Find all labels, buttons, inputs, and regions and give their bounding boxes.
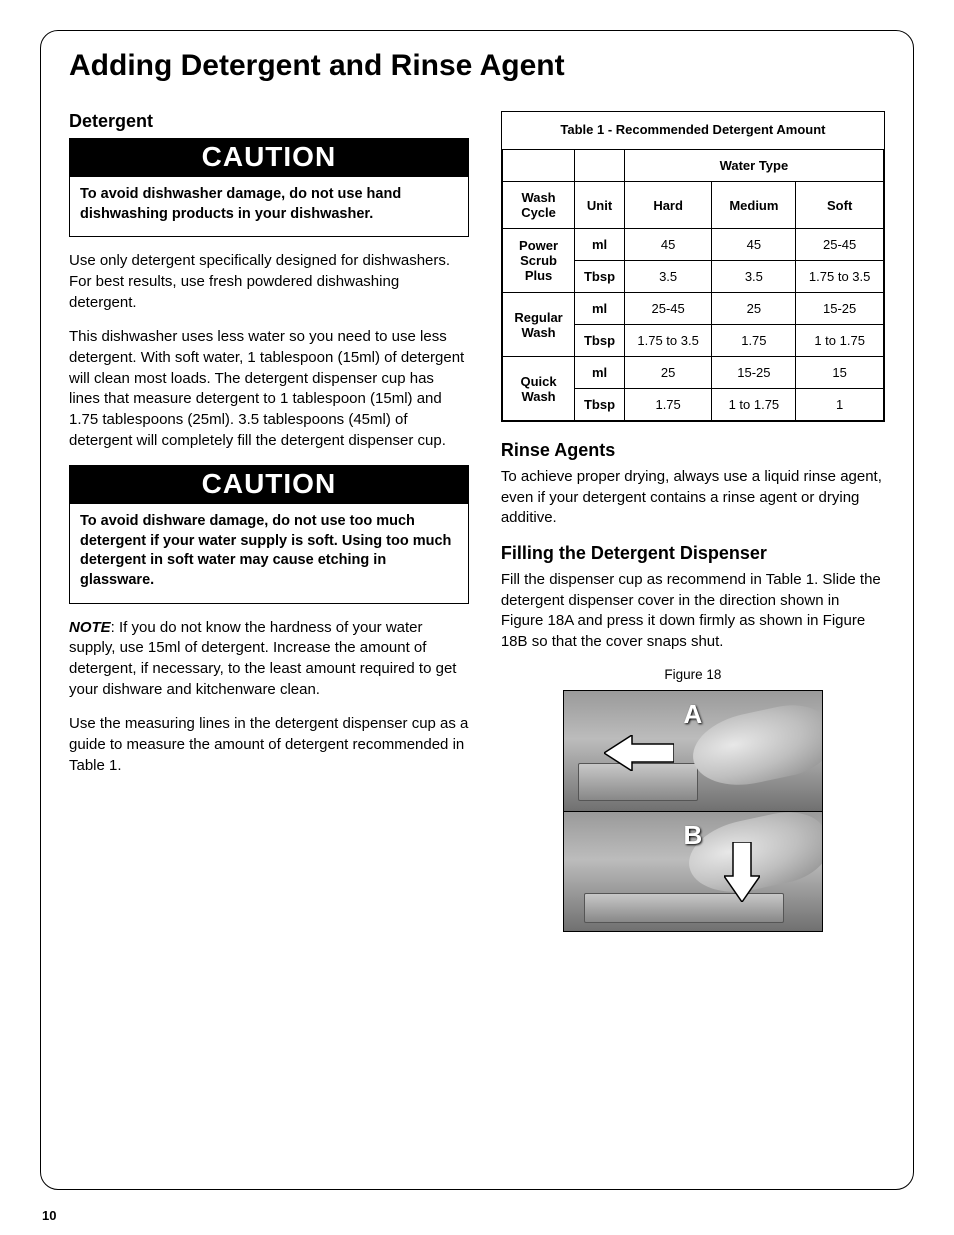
fill-dispenser-heading: Filling the Detergent Dispenser bbox=[501, 543, 885, 564]
table-header-row: Water Type bbox=[502, 150, 883, 182]
caution-box-2: CAUTION To avoid dishware damage, do not… bbox=[69, 465, 469, 603]
detergent-table: Water Type Wash Cycle Unit Hard Medium S… bbox=[502, 149, 884, 421]
caution-body: To avoid dishwasher damage, do not use h… bbox=[70, 177, 468, 236]
arrow-down-icon bbox=[724, 842, 760, 902]
cell: 25 bbox=[712, 293, 796, 325]
paragraph-1: Use only detergent specifically designed… bbox=[69, 251, 469, 313]
cell-cycle: Quick Wash bbox=[502, 357, 574, 421]
cell-unit: ml bbox=[575, 293, 625, 325]
page-number: 10 bbox=[42, 1208, 56, 1223]
two-column-layout: Detergent CAUTION To avoid dishwasher da… bbox=[69, 111, 885, 932]
table-header-row: Wash Cycle Unit Hard Medium Soft bbox=[502, 182, 883, 229]
table-body: Power Scrub Plus ml 45 45 25-45 Tbsp 3.5… bbox=[502, 229, 883, 421]
cell: 3.5 bbox=[712, 261, 796, 293]
table-title: Table 1 - Recommended Detergent Amount bbox=[502, 112, 884, 149]
th-hard: Hard bbox=[624, 182, 712, 229]
cell: 45 bbox=[624, 229, 712, 261]
cell-cycle: Power Scrub Plus bbox=[502, 229, 574, 293]
caution-header: CAUTION bbox=[70, 139, 468, 177]
page: Adding Detergent and Rinse Agent Deterge… bbox=[0, 0, 954, 1235]
cell: 15-25 bbox=[796, 293, 884, 325]
cell: 25-45 bbox=[624, 293, 712, 325]
cell: 1.75 bbox=[712, 325, 796, 357]
cell: 1.75 bbox=[624, 389, 712, 421]
table-row: Regular Wash ml 25-45 25 15-25 bbox=[502, 293, 883, 325]
cell: 1 bbox=[796, 389, 884, 421]
figure-18a-panel: A bbox=[564, 691, 822, 811]
cell: 25 bbox=[624, 357, 712, 389]
caution-box-1: CAUTION To avoid dishwasher damage, do n… bbox=[69, 138, 469, 237]
cell-unit: Tbsp bbox=[575, 389, 625, 421]
cell: 1.75 to 3.5 bbox=[624, 325, 712, 357]
figure-letter-a: A bbox=[684, 699, 703, 730]
th-water-type: Water Type bbox=[624, 150, 883, 182]
right-column: Table 1 - Recommended Detergent Amount W… bbox=[501, 111, 885, 932]
caution-body: To avoid dishware damage, do not use too… bbox=[70, 504, 468, 602]
figure-18b-panel: B bbox=[564, 811, 822, 931]
cell: 1 to 1.75 bbox=[796, 325, 884, 357]
cell-cycle: Regular Wash bbox=[502, 293, 574, 357]
cell: 25-45 bbox=[796, 229, 884, 261]
cell: 45 bbox=[712, 229, 796, 261]
cell-unit: Tbsp bbox=[575, 261, 625, 293]
paragraph-2: This dishwasher uses less water so you n… bbox=[69, 327, 469, 451]
figure-label: Figure 18 bbox=[501, 667, 885, 682]
cell: 1 to 1.75 bbox=[712, 389, 796, 421]
th-unit: Unit bbox=[575, 182, 625, 229]
page-title: Adding Detergent and Rinse Agent bbox=[69, 49, 885, 83]
cell-unit: ml bbox=[575, 357, 625, 389]
table-row: Quick Wash ml 25 15-25 15 bbox=[502, 357, 883, 389]
th-soft: Soft bbox=[796, 182, 884, 229]
th-blank bbox=[575, 150, 625, 182]
caution-header: CAUTION bbox=[70, 466, 468, 504]
note-paragraph: NOTE: If you do not know the hardness of… bbox=[69, 618, 469, 701]
hand-illustration bbox=[686, 697, 822, 795]
cell-unit: Tbsp bbox=[575, 325, 625, 357]
detergent-heading: Detergent bbox=[69, 111, 469, 132]
arrow-left-icon bbox=[604, 735, 674, 771]
th-wash-cycle: Wash Cycle bbox=[502, 182, 574, 229]
figure-letter-b: B bbox=[684, 820, 703, 851]
fill-dispenser-body: Fill the dispenser cup as recommend in T… bbox=[501, 570, 885, 653]
cell-unit: ml bbox=[575, 229, 625, 261]
paragraph-4: Use the measuring lines in the detergent… bbox=[69, 714, 469, 776]
th-medium: Medium bbox=[712, 182, 796, 229]
note-label: NOTE bbox=[69, 619, 111, 636]
table-row: Power Scrub Plus ml 45 45 25-45 bbox=[502, 229, 883, 261]
cell: 3.5 bbox=[624, 261, 712, 293]
left-column: Detergent CAUTION To avoid dishwasher da… bbox=[69, 111, 469, 932]
th-blank bbox=[502, 150, 574, 182]
cell: 1.75 to 3.5 bbox=[796, 261, 884, 293]
figure-18: A B bbox=[563, 690, 823, 932]
note-text: : If you do not know the hardness of you… bbox=[69, 619, 456, 698]
detergent-table-wrap: Table 1 - Recommended Detergent Amount W… bbox=[501, 111, 885, 422]
content-frame: Adding Detergent and Rinse Agent Deterge… bbox=[40, 30, 914, 1190]
cell: 15-25 bbox=[712, 357, 796, 389]
rinse-agents-heading: Rinse Agents bbox=[501, 440, 885, 461]
rinse-agents-body: To achieve proper drying, always use a l… bbox=[501, 467, 885, 529]
cell: 15 bbox=[796, 357, 884, 389]
